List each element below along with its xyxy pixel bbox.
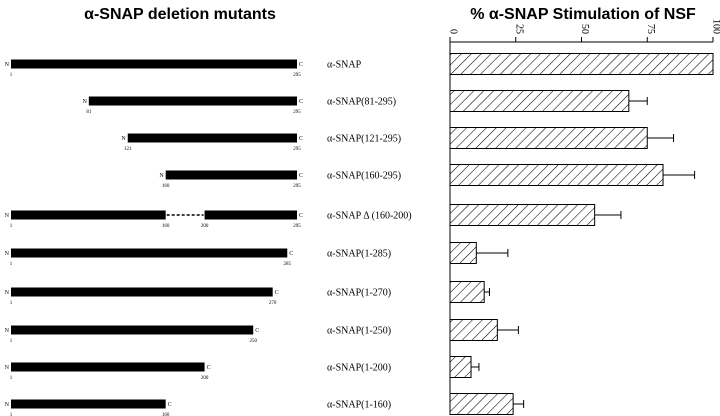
- x-tick-label: 25: [513, 24, 524, 34]
- gap-start-label: 160: [162, 224, 170, 229]
- n-terminus-label: N: [5, 251, 10, 257]
- x-tick-label: 0: [448, 29, 459, 34]
- category-label: α-SNAP Δ (160-200): [327, 211, 412, 222]
- start-residue-label: 121: [124, 147, 132, 152]
- protein-segment: [11, 362, 205, 372]
- n-terminus-label: N: [5, 62, 10, 68]
- end-residue-label: 295: [293, 184, 301, 189]
- bar: [449, 53, 714, 75]
- end-residue-label: 295: [293, 110, 301, 115]
- category-label: α-SNAP(1-160): [327, 400, 391, 411]
- construct-10: N C 1 160: [5, 399, 172, 416]
- protein-segment: [204, 210, 297, 220]
- start-residue-label: 1: [10, 224, 13, 229]
- protein-segment: [11, 59, 297, 69]
- category-label: α-SNAP: [327, 60, 362, 71]
- c-terminus-label: C: [207, 365, 211, 371]
- construct-5: N C 1 295 160 200: [5, 210, 303, 229]
- c-terminus-label: C: [289, 251, 293, 257]
- construct-1: N C 1 295: [5, 59, 303, 78]
- start-residue-label: 1: [10, 413, 13, 416]
- x-tick-label: 100: [711, 19, 720, 34]
- construct-labels: α-SNAP α-SNAP(81-295) α-SNAP(121-295) α-SNA…: [327, 60, 412, 411]
- c-terminus-label: C: [299, 62, 303, 68]
- n-terminus-label: N: [5, 213, 10, 219]
- end-residue-label: 295: [293, 224, 301, 229]
- start-residue-label: 160: [162, 184, 170, 189]
- construct-3: N C 121 295: [121, 133, 303, 152]
- n-terminus-label: N: [159, 173, 164, 179]
- end-residue-label: 295: [293, 147, 301, 152]
- end-residue-label: 250: [249, 339, 257, 344]
- bar: [449, 90, 630, 112]
- n-terminus-label: N: [5, 328, 10, 334]
- end-residue-label: 285: [284, 262, 292, 267]
- category-label: α-SNAP(121-295): [327, 134, 401, 145]
- n-terminus-label: N: [82, 99, 87, 105]
- end-residue-label: 295: [293, 73, 301, 78]
- n-terminus-label: N: [5, 365, 10, 371]
- c-terminus-label: C: [299, 99, 303, 105]
- protein-segment: [11, 399, 166, 409]
- c-terminus-label: C: [255, 328, 259, 334]
- construct-4: N C 160 295: [159, 170, 303, 189]
- x-tick-label: 50: [579, 24, 590, 34]
- start-residue-label: 81: [86, 110, 92, 115]
- start-residue-label: 1: [10, 301, 13, 306]
- protein-segment: [165, 170, 297, 180]
- protein-segment: [11, 287, 273, 297]
- category-label: α-SNAP(1-250): [327, 326, 391, 337]
- bar: [449, 356, 472, 378]
- protein-segment: [88, 96, 298, 106]
- category-label: α-SNAP(1-270): [327, 288, 391, 299]
- deletion-map-panel: N C 1 295 N C 81 295 N C 121 295 N C 160 295 N C 1 295 160 20…: [5, 59, 303, 416]
- start-residue-label: 1: [10, 339, 13, 344]
- gap-end-label: 200: [201, 224, 209, 229]
- bar: [449, 164, 664, 186]
- category-label: α-SNAP(160-295): [327, 171, 401, 182]
- start-residue-label: 1: [10, 262, 13, 267]
- construct-8: N C 1 250: [5, 325, 259, 344]
- protein-segment: [11, 248, 288, 258]
- category-label: α-SNAP(1-200): [327, 363, 391, 374]
- c-terminus-label: C: [299, 136, 303, 142]
- c-terminus-label: C: [275, 290, 279, 296]
- c-terminus-label: C: [168, 402, 172, 408]
- bar: [449, 281, 485, 303]
- c-terminus-label: C: [299, 173, 303, 179]
- start-residue-label: 1: [10, 376, 13, 381]
- right-panel-title: % α-SNAP Stimulation of NSF: [470, 6, 696, 23]
- bar: [449, 393, 514, 415]
- bar: [449, 319, 498, 341]
- left-panel-title: α-SNAP deletion mutants: [84, 6, 276, 23]
- bar: [449, 242, 477, 264]
- protein-segment: [11, 325, 254, 335]
- n-terminus-label: N: [5, 402, 10, 408]
- x-tick-label: 75: [645, 24, 656, 34]
- end-residue-label: 160: [162, 413, 170, 416]
- c-terminus-label: C: [299, 213, 303, 219]
- stimulation-bar-chart: 0 25 50 75 100: [448, 19, 720, 415]
- construct-9: N C 1 200: [5, 362, 211, 381]
- category-label: α-SNAP(1-285): [327, 249, 391, 260]
- start-residue-label: 1: [10, 73, 13, 78]
- bar: [449, 127, 648, 149]
- category-label: α-SNAP(81-295): [327, 97, 396, 108]
- protein-segment: [11, 210, 166, 220]
- bar: [449, 204, 596, 226]
- construct-2: N C 81 295: [82, 96, 303, 115]
- protein-segment: [127, 133, 297, 143]
- construct-6: N C 1 285: [5, 248, 293, 267]
- end-residue-label: 270: [269, 301, 277, 306]
- n-terminus-label: N: [5, 290, 10, 296]
- n-terminus-label: N: [121, 136, 126, 142]
- construct-7: N C 1 270: [5, 287, 279, 306]
- end-residue-label: 200: [201, 376, 209, 381]
